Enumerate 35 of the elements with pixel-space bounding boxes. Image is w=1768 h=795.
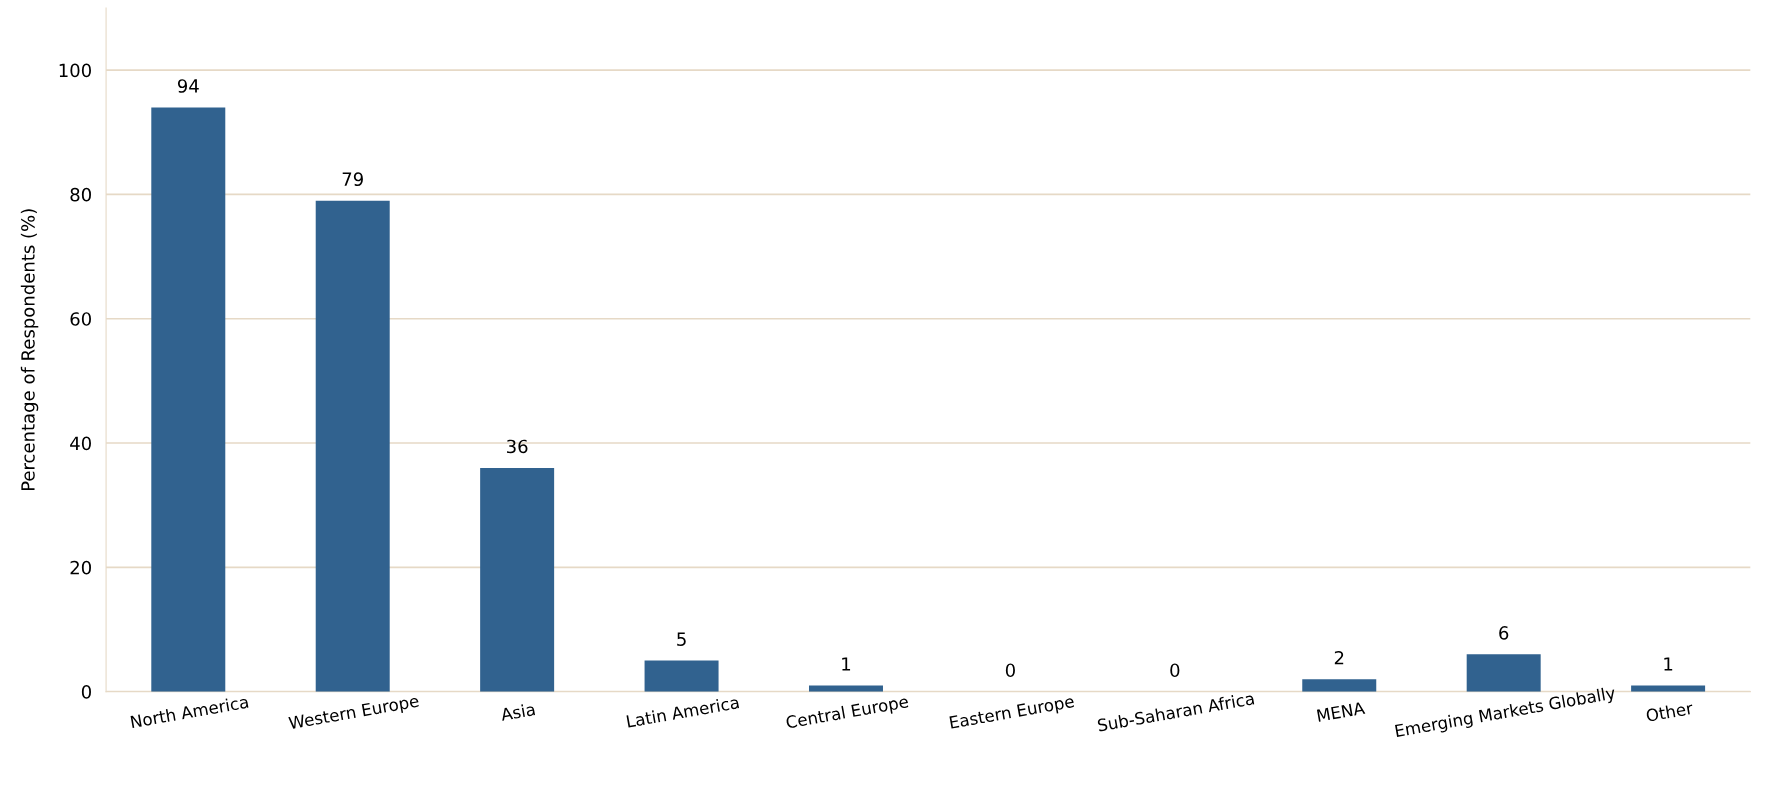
y-tick-label: 40 [70,436,91,451]
y-tick-label: 80 [70,187,91,202]
bar [808,685,883,692]
x-tick-label: Asia [500,702,536,722]
y-tick-label: 20 [70,560,91,575]
x-tick-label: Sub-Saharan Africa [1097,691,1255,732]
bar [315,200,390,692]
bar [1631,685,1706,692]
data-label: 1 [1664,657,1673,671]
bar [1302,679,1377,692]
x-tick-label: Eastern Europe [949,694,1075,732]
x-tick-label: Central Europe [785,694,910,732]
data-label: 5 [677,632,686,646]
data-label: 6 [1499,626,1509,640]
x-tick-label: Western Europe [288,694,420,733]
data-label: 2 [1334,650,1344,665]
y-tick-label: 60 [70,312,91,326]
y-tick-label: 100 [59,63,91,78]
y-tick-label: 0 [81,685,91,699]
x-tick-label: Latin America [626,695,740,728]
bar [151,107,226,692]
bar [480,467,555,692]
bar [644,660,719,692]
data-label: 0 [1170,663,1180,678]
x-tick-label: Emerging Markets Globally [1394,685,1617,741]
x-tick-label: North America [130,695,249,729]
data-label: 79 [342,172,363,187]
x-tick-label: Other [1645,701,1694,722]
data-label: 0 [1005,663,1015,678]
x-tick-label: MENA [1316,701,1366,722]
bar [1466,654,1541,692]
data-label: 36 [507,439,528,454]
y-axis-title: Percentage of Respondents (%) [20,209,39,491]
data-label: 94 [177,79,199,93]
data-label: 1 [842,657,851,671]
